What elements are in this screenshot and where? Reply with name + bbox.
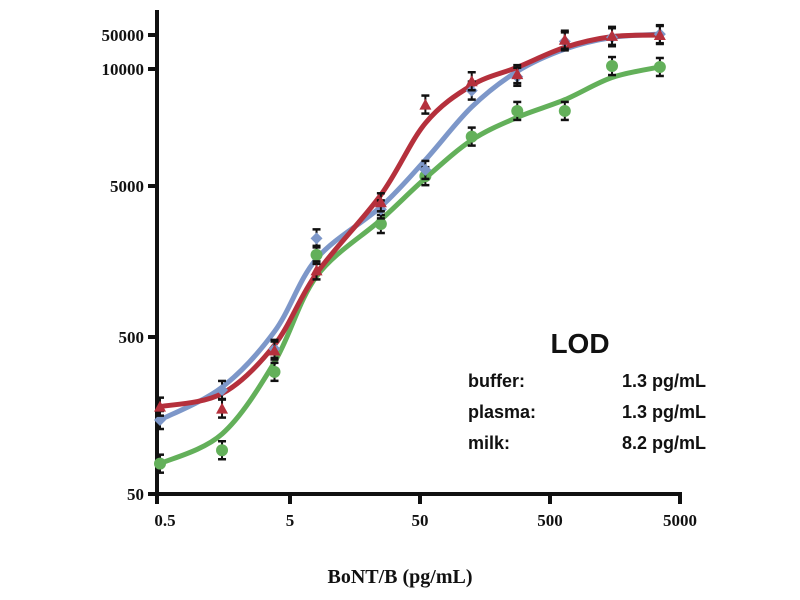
data-point-buffer [216,398,229,419]
x-axis-title: BoNT/B (pg/mL) [327,566,472,588]
marker-triangle [511,68,524,80]
lod-value-plasma: 1.3 pg/mL [622,402,706,422]
lod-value-milk: 8.2 pg/mL [622,433,706,453]
fit-curves [157,31,663,467]
data-point-buffer [154,396,166,417]
data-point-buffer [374,192,387,213]
marker-circle [653,60,666,73]
data-point-plasma [310,228,323,249]
data-point-plasma [154,409,166,431]
marker-triangle [310,264,323,276]
marker-diamond [419,163,432,176]
marker-diamond [154,414,166,427]
fit-curve-milk [157,64,663,467]
y-tick-label: 50000 [102,26,145,45]
fit-curve-buffer [157,32,663,410]
lod-label-buffer: buffer: [468,371,525,391]
data-point-buffer [268,340,281,361]
data-point-milk [511,100,524,122]
marker-diamond [310,232,323,245]
data-point-plasma [419,159,432,181]
marker-circle [558,104,571,117]
marker-circle [310,248,323,261]
data-point-buffer [465,70,478,92]
y-tick-label: 50 [127,485,144,504]
marker-triangle [606,29,619,41]
lod-title: LOD [550,328,609,359]
x-tick-label: 50 [412,511,429,530]
data-points [154,23,666,474]
x-tick-label: 5 [286,511,295,530]
x-tick-label: 5000 [663,511,697,530]
marker-circle [268,365,281,378]
data-point-buffer [310,260,323,281]
data-point-buffer [511,63,524,85]
data-point-milk [268,361,281,383]
data-point-milk [558,100,571,122]
marker-circle [374,218,387,231]
x-tick-label: 500 [537,511,563,530]
x-tick-label: 0.5 [154,511,175,530]
lod-annotation: LOD buffer: 1.3 pg/mL plasma: 1.3 pg/mL … [468,328,706,453]
marker-triangle [419,98,432,110]
marker-triangle [268,344,281,356]
marker-triangle [558,33,571,45]
marker-circle [154,457,166,470]
lod-value-buffer: 1.3 pg/mL [622,371,706,391]
data-point-buffer [558,29,571,50]
marker-circle [465,130,478,143]
marker-circle [511,104,524,117]
y-tick-label: 500 [119,328,145,347]
marker-triangle [374,196,387,208]
marker-triangle [465,75,478,87]
data-point-milk [154,453,166,474]
data-point-milk [465,126,478,147]
marker-triangle [154,400,166,412]
data-point-buffer [653,24,666,46]
data-point-milk [653,56,666,78]
marker-diamond [216,383,229,396]
marker-triangle [216,402,229,414]
marker-triangle [653,29,666,40]
data-point-milk [606,55,619,77]
data-point-buffer [419,94,432,115]
lod-label-plasma: plasma: [468,402,536,422]
y-tick-label: 10000 [102,60,145,79]
y-tick-label: 5000 [110,177,144,196]
data-point-milk [216,439,229,461]
marker-circle [606,60,619,73]
marker-circle [216,444,229,457]
data-point-buffer [606,25,619,47]
lod-label-milk: milk: [468,433,510,453]
